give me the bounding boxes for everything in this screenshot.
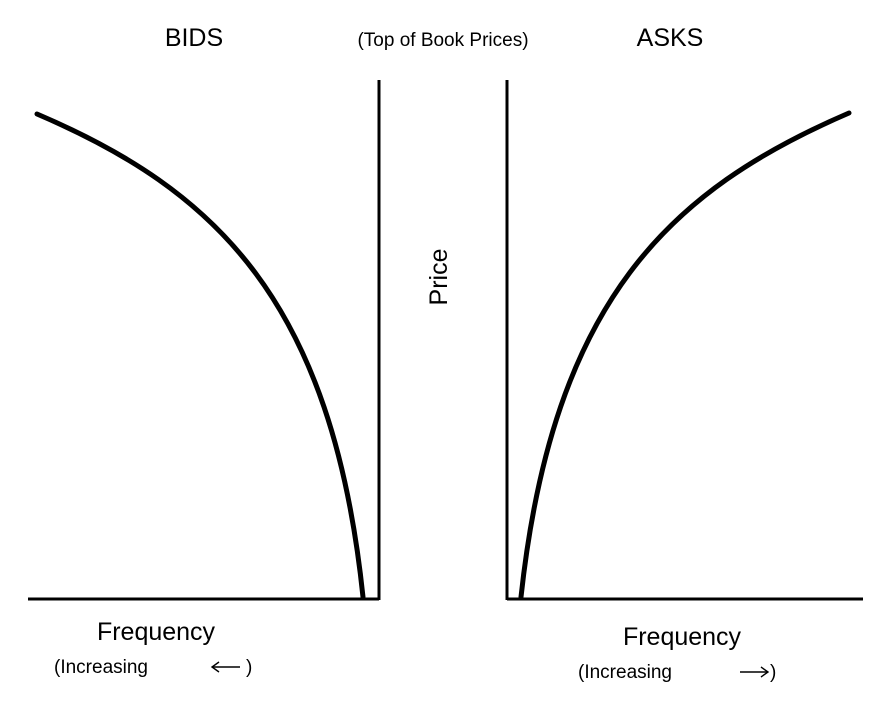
bids-heading: BIDS xyxy=(165,24,223,52)
top-of-book-caption: (Top of Book Prices) xyxy=(357,30,528,51)
bids-frequency-label: Frequency xyxy=(97,618,216,646)
asks-heading: ASKS xyxy=(637,24,704,52)
bids-increasing-close: ) xyxy=(246,657,252,678)
asks-increasing-close: ) xyxy=(770,662,776,683)
right-arrow-icon xyxy=(740,666,770,678)
asks-increasing-label: (Increasing xyxy=(578,662,672,683)
asks-curve xyxy=(518,110,852,600)
asks-frequency-label: Frequency xyxy=(623,623,742,651)
bids-increasing-label: (Increasing xyxy=(54,657,148,678)
price-axis-label: Price xyxy=(425,249,453,306)
left-arrow-icon xyxy=(210,661,240,673)
bids-curve xyxy=(34,111,366,600)
